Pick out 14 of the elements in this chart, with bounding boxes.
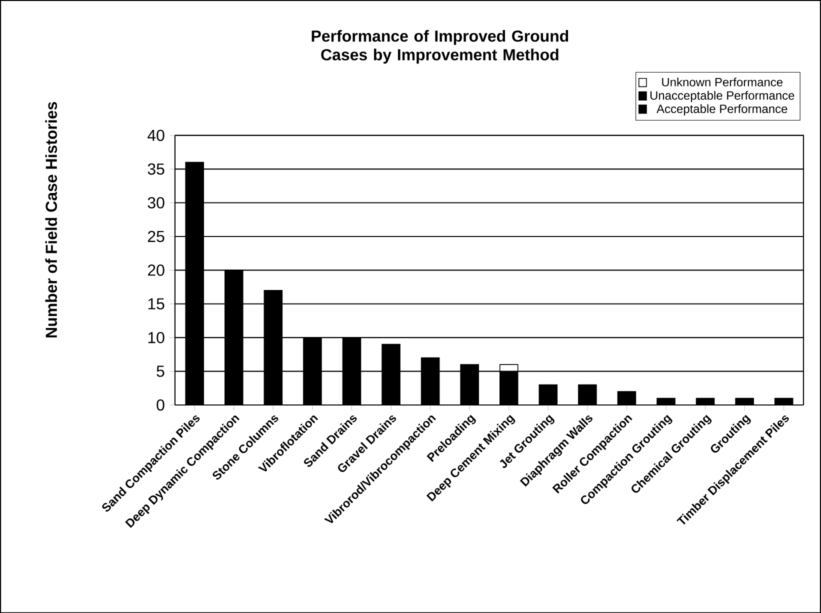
y-tick-label: 30 [148,196,164,208]
legend-label: Unacceptable Performance [650,90,794,102]
y-axis-title: Number of Field Case Histories [45,102,57,338]
chart-title: Performance of Improved Ground Cases by Improvement Method [312,30,568,64]
y-tick-label: 35 [148,163,164,175]
legend-label: Unknown Performance [662,77,783,86]
y-tick-label: 20 [148,264,164,276]
legend-label: Acceptable Performance [656,104,788,116]
y-tick-label: 15 [148,298,164,310]
y-tick-label: 40 [148,130,164,141]
y-tick-label: 25 [148,230,164,242]
y-tick-label: 5 [156,366,164,377]
y-tick-label: 0 [156,399,164,411]
y-tick-label: 10 [148,332,164,344]
